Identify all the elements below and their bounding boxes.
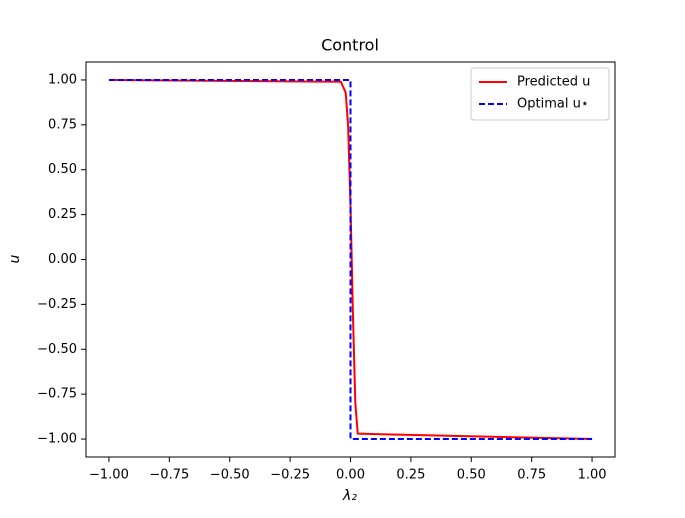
chart-title: Control [321,36,379,55]
legend-label: Optimal u⋆ [517,97,589,112]
y-tick-label: 0.50 [48,162,77,177]
y-tick-label: 0.75 [48,117,77,132]
y-tick-label: 0.00 [48,252,77,267]
x-tick-label: −1.00 [89,468,129,483]
y-tick-label: 1.00 [48,72,77,87]
x-tick-label: −0.75 [149,468,189,483]
x-tick-label: 0.00 [336,468,365,483]
legend-label: Predicted u [517,75,590,90]
plot-frame [85,61,616,458]
x-tick-label: 1.00 [578,468,607,483]
x-tick-label: −0.25 [270,468,310,483]
y-axis-label: u [7,254,23,263]
x-axis-label: λ₂ [342,488,357,504]
x-tick-label: 0.50 [457,468,486,483]
y-tick-label: −1.00 [37,432,77,447]
line [108,78,593,441]
y-tick-label: −0.75 [37,387,77,402]
x-tick-label: 0.75 [517,468,546,483]
y-tick-label: −0.50 [37,342,77,357]
line [108,78,593,441]
y-tick-label: 0.25 [48,207,77,222]
y-tick-label: −0.25 [37,297,77,312]
x-tick-label: −0.50 [210,468,250,483]
x-tick-label: 0.25 [396,468,425,483]
